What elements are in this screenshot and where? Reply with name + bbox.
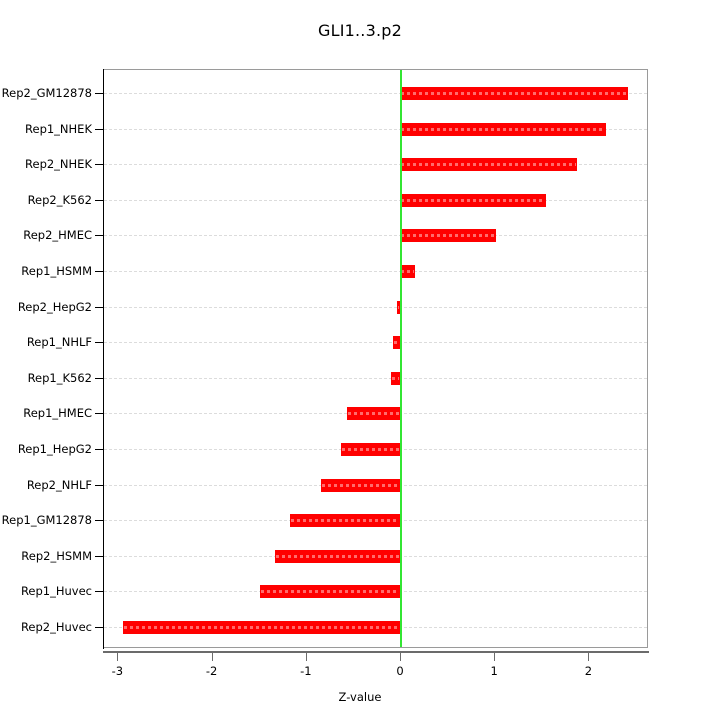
gridline (104, 306, 647, 308)
y-axis-tick (95, 484, 103, 486)
y-axis-tick (95, 271, 103, 272)
gridline (104, 93, 647, 94)
bar-rep1-k562 (390, 371, 400, 385)
x-axis-tick-label: 1 (490, 664, 498, 678)
y-axis-label-rep1-gm12878: Rep1_GM12878 (1, 513, 92, 528)
y-axis-tick (95, 377, 103, 379)
x-axis-tick (588, 653, 590, 661)
bar-rep1-huvec (259, 585, 400, 599)
y-axis-tick (95, 591, 103, 593)
bar-rep2-k562 (400, 193, 546, 207)
x-axis-tick-label: -1 (300, 664, 312, 678)
y-axis-label-rep2-hsmm: Rep2_HSMM (21, 548, 92, 563)
bar-hatch (341, 448, 399, 451)
y-axis-line (103, 69, 104, 649)
y-axis-label-rep1-huvec: Rep1_Huvec (20, 584, 92, 599)
bar-rep1-gm12878 (289, 514, 400, 528)
bar-hatch (391, 376, 399, 380)
y-axis-label-rep2-huvec: Rep2_Huvec (20, 620, 92, 634)
gridline (104, 164, 647, 166)
bar-rep1-nhlf (393, 336, 400, 350)
bar-hatch (260, 590, 399, 594)
gridline (104, 199, 647, 201)
gridline (104, 128, 647, 130)
y-axis-tick (95, 342, 103, 344)
y-axis-tick (95, 449, 103, 450)
x-axis-tick (305, 653, 307, 661)
chart-title: GLI1..3.p2 (318, 21, 402, 40)
bar-hatch (401, 127, 606, 131)
bar-rep2-hmec (400, 229, 497, 243)
gridline (104, 377, 647, 379)
y-axis-tick (95, 306, 103, 308)
y-axis-label-rep1-nhlf: Rep1_NHLF (26, 335, 92, 350)
x-axis-tick (400, 653, 401, 661)
y-axis-tick (95, 520, 103, 522)
y-axis-label-rep1-hmec: Rep1_HMEC (23, 406, 92, 421)
bar-hatch (394, 341, 399, 345)
bar-hatch (124, 626, 399, 629)
bar-hatch (398, 305, 399, 309)
y-axis-tick (95, 413, 103, 415)
bar-hatch (401, 234, 496, 238)
bar-hatch (275, 554, 399, 558)
bar-rep2-nhek (400, 158, 578, 172)
bar-rep2-gm12878 (400, 87, 628, 100)
bar-hatch (401, 92, 627, 95)
bar-hatch (348, 412, 399, 416)
y-axis-tick (95, 128, 103, 130)
x-axis-tick-label: -3 (111, 664, 124, 678)
x-axis-line (103, 651, 649, 653)
y-axis-label-rep1-nhek: Rep1_NHEK (25, 121, 92, 136)
bar-hatch (401, 198, 545, 202)
y-axis-label-rep2-gm12878: Rep2_GM12878 (1, 86, 92, 100)
y-axis-label-rep2-k562: Rep2_K562 (27, 192, 92, 207)
y-axis-tick (95, 627, 103, 628)
y-axis-label-rep1-k562: Rep1_K562 (27, 370, 92, 385)
gridline (104, 235, 647, 237)
y-axis-tick (95, 93, 103, 94)
x-axis-tick-label: 2 (584, 664, 593, 678)
bar-rep1-hepg2 (340, 443, 400, 456)
x-axis-tick-label: -2 (205, 664, 218, 678)
x-axis-tick (494, 653, 496, 661)
gridline (104, 271, 647, 272)
bar-rep2-nhlf (320, 478, 400, 492)
y-axis-tick (95, 199, 103, 201)
bar-hatch (290, 519, 399, 523)
y-axis-label-rep2-nhek: Rep2_NHEK (25, 157, 92, 172)
bar-hatch (401, 163, 577, 167)
x-axis-tick (211, 653, 213, 661)
bar-hatch (401, 270, 415, 273)
gridline (104, 342, 647, 344)
bar-rep1-nhek (400, 122, 607, 136)
y-axis-label-rep2-hepg2: Rep2_HepG2 (17, 299, 92, 314)
y-axis-label-rep2-nhlf: Rep2_NHLF (26, 477, 92, 492)
bar-rep1-hmec (347, 407, 400, 421)
bar-hatch (321, 483, 399, 487)
x-axis-tick (117, 653, 119, 661)
plot-area (104, 70, 647, 647)
bar-rep2-hsmm (274, 549, 400, 563)
y-axis-tick (95, 164, 103, 166)
y-axis-label-rep1-hsmm: Rep1_HSMM (21, 264, 92, 278)
y-axis-tick (95, 555, 103, 557)
bar-rep2-huvec (123, 621, 400, 634)
plot-panel (103, 69, 648, 648)
x-axis-title: Z-value (338, 690, 382, 704)
y-axis-tick (95, 235, 103, 237)
bar-rep1-hsmm (400, 265, 416, 278)
y-axis-label-rep1-hepg2: Rep1_HepG2 (17, 442, 92, 456)
x-axis-tick-label: 0 (396, 664, 404, 678)
bar-rep2-hepg2 (397, 300, 400, 314)
zero-reference-line (400, 70, 402, 647)
y-axis-label-rep2-hmec: Rep2_HMEC (23, 228, 92, 243)
